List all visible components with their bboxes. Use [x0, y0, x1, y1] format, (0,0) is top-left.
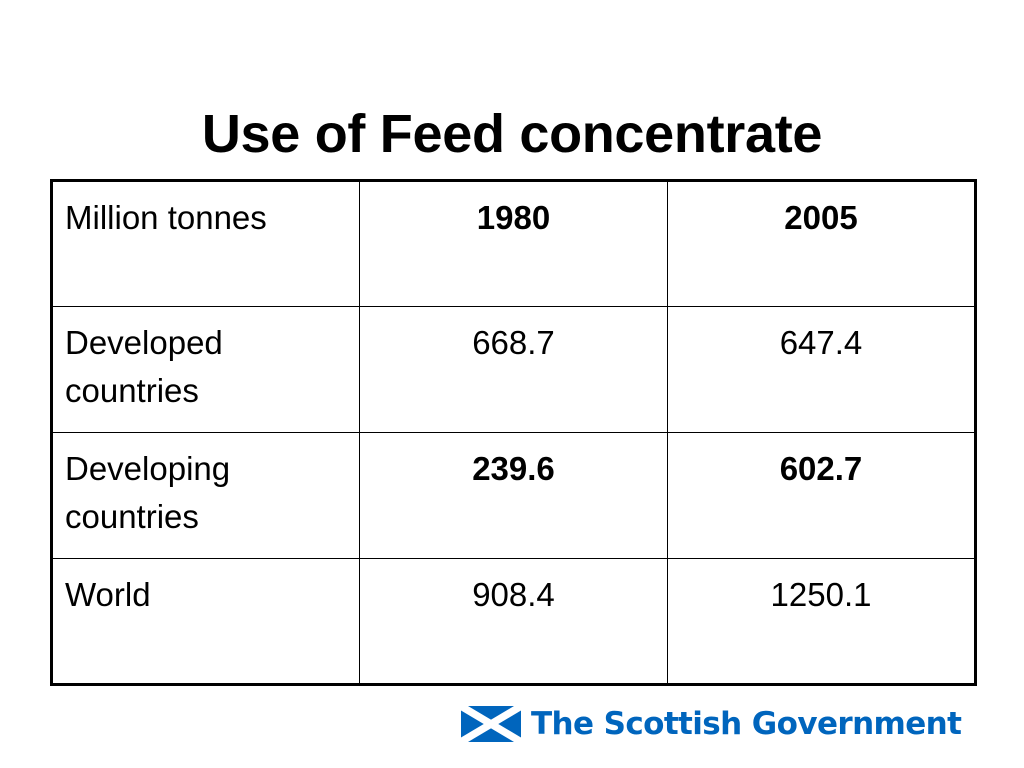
row-label-world: World [51, 558, 360, 685]
header-year-2005: 2005 [667, 180, 976, 307]
cell-world-1980: 908.4 [359, 558, 668, 685]
cell-world-2005: 1250.1 [667, 558, 976, 685]
row-label-developing: Developing countries [51, 432, 360, 559]
cell-developing-2005: 602.7 [667, 432, 976, 559]
table-header-row: Million tonnes 1980 2005 [51, 180, 976, 307]
table-row: World 908.4 1250.1 [51, 558, 976, 685]
header-year-1980: 1980 [359, 180, 668, 307]
cell-developed-2005: 647.4 [667, 306, 976, 433]
cell-developed-1980: 668.7 [359, 306, 668, 433]
brand-name: The Scottish Government [531, 706, 962, 742]
cell-developing-1980: 239.6 [359, 432, 668, 559]
table-row: Developing countries 239.6 602.7 [51, 432, 976, 559]
row-label-developed: Developed countries [51, 306, 360, 433]
saltire-flag-icon [461, 706, 521, 742]
table-row: Developed countries 668.7 647.4 [51, 306, 976, 433]
slide-title: Use of Feed concentrate [201, 104, 823, 165]
scottish-government-logo: The Scottish Government [461, 703, 962, 745]
header-unit-label: Million tonnes [51, 180, 360, 307]
feed-concentrate-table: Million tonnes 1980 2005 Developed count… [50, 179, 977, 686]
